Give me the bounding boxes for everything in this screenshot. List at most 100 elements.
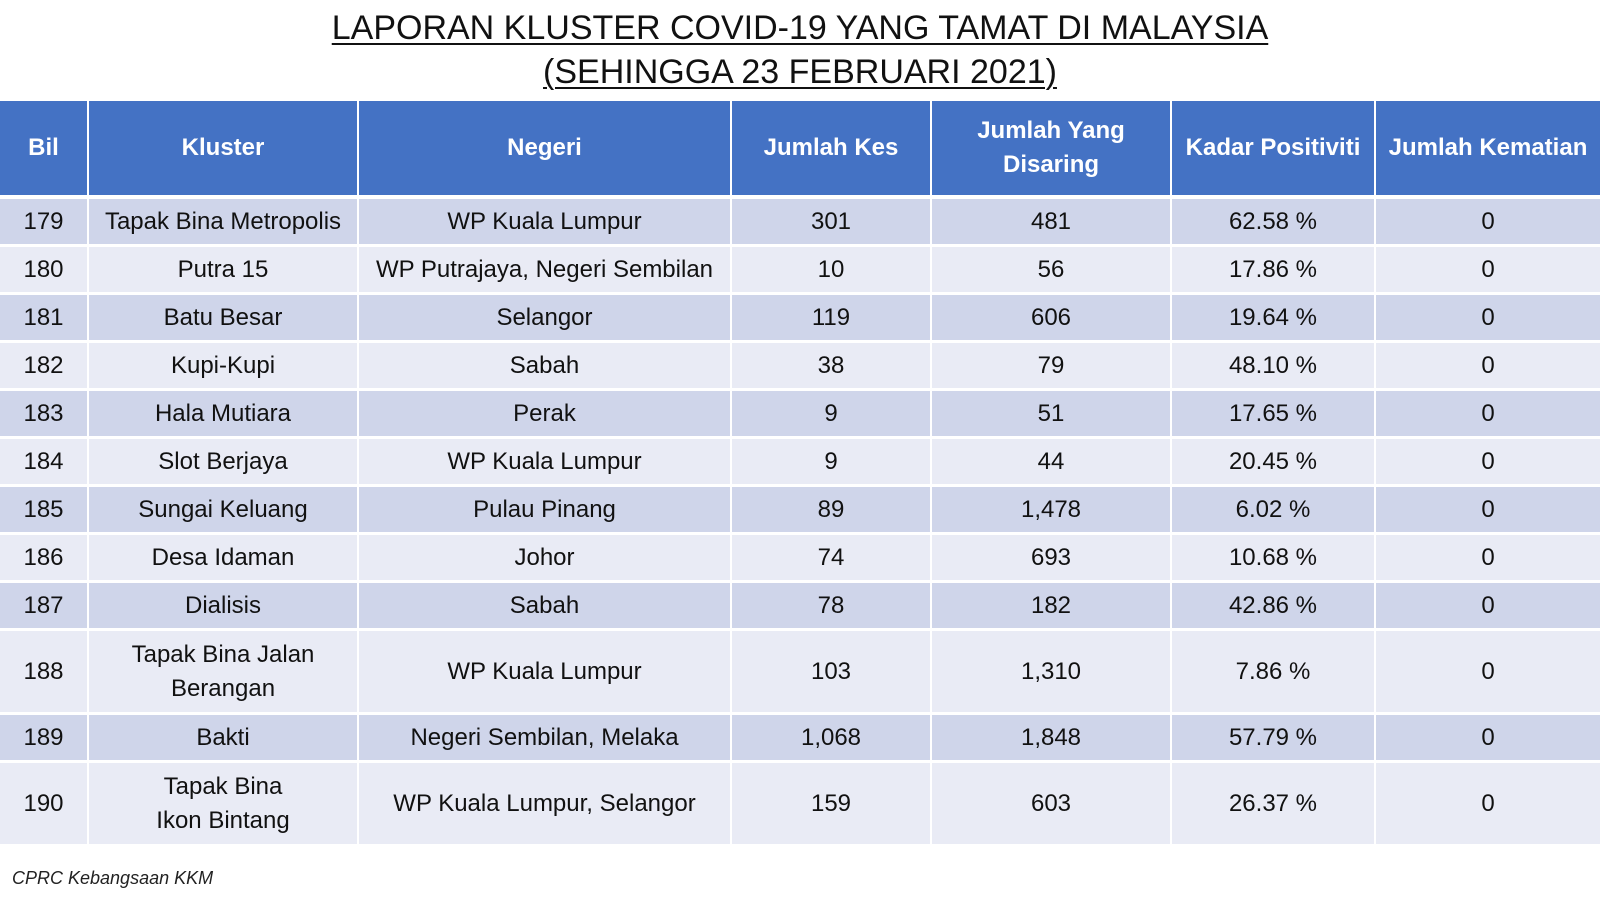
cell-jumlah-kematian: 0 (1375, 293, 1600, 343)
table-row: 182 Kupi-Kupi Sabah 38 79 48.10 % 0 (0, 341, 1600, 391)
table-row: 186 Desa Idaman Johor 74 693 10.68 % 0 (0, 533, 1600, 583)
cell-kluster: Slot Berjaya (88, 437, 359, 487)
cell-jumlah-disaring: 606 (931, 293, 1172, 343)
source-note: CPRC Kebangsaan KKM (12, 868, 214, 888)
cell-jumlah-kes: 10 (731, 245, 932, 295)
header-kluster: Kluster (88, 101, 359, 199)
header-jumlah-kematian: Jumlah Kematian (1375, 101, 1600, 199)
cell-kadar-positiviti: 62.58 % (1171, 197, 1376, 247)
cell-kluster: Tapak Bina Ikon Bintang (88, 761, 359, 847)
cell-jumlah-disaring: 182 (931, 581, 1172, 631)
cell-kluster: Tapak Bina Jalan Berangan (88, 629, 359, 715)
cell-jumlah-kematian: 0 (1375, 197, 1600, 247)
cell-negeri: Perak (358, 389, 732, 439)
cell-jumlah-kes: 301 (731, 197, 932, 247)
table-row: 187 Dialisis Sabah 78 182 42.86 % 0 (0, 581, 1600, 631)
table-body: 179 Tapak Bina Metropolis WP Kuala Lumpu… (0, 197, 1600, 847)
cell-kluster: Hala Mutiara (88, 389, 359, 439)
header-bil: Bil (0, 101, 89, 199)
cell-kadar-positiviti: 17.65 % (1171, 389, 1376, 439)
cell-negeri: WP Kuala Lumpur (358, 197, 732, 247)
table-header: Bil Kluster Negeri Jumlah Kes Jumlah Yan… (0, 101, 1600, 199)
cell-bil: 184 (0, 437, 89, 487)
cell-kluster: Bakti (88, 713, 359, 763)
cell-negeri: WP Kuala Lumpur (358, 437, 732, 487)
header-row: Bil Kluster Negeri Jumlah Kes Jumlah Yan… (0, 101, 1600, 199)
cell-bil: 180 (0, 245, 89, 295)
cell-jumlah-kematian: 0 (1375, 245, 1600, 295)
cell-kluster: Dialisis (88, 581, 359, 631)
cell-jumlah-kematian: 0 (1375, 437, 1600, 487)
report-title-line-1: LAPORAN KLUSTER COVID-19 YANG TAMAT DI M… (0, 6, 1600, 50)
cell-kadar-positiviti: 48.10 % (1171, 341, 1376, 391)
cell-jumlah-kematian: 0 (1375, 761, 1600, 847)
cell-kluster: Batu Besar (88, 293, 359, 343)
header-jumlah-disaring: Jumlah Yang Disaring (931, 101, 1172, 199)
cell-jumlah-disaring: 44 (931, 437, 1172, 487)
cell-jumlah-kes: 9 (731, 389, 932, 439)
cell-jumlah-disaring: 1,848 (931, 713, 1172, 763)
cell-jumlah-kematian: 0 (1375, 533, 1600, 583)
cell-kadar-positiviti: 26.37 % (1171, 761, 1376, 847)
cell-jumlah-kes: 74 (731, 533, 932, 583)
cell-bil: 182 (0, 341, 89, 391)
table-row: 181 Batu Besar Selangor 119 606 19.64 % … (0, 293, 1600, 343)
cell-negeri: Selangor (358, 293, 732, 343)
cluster-table: Bil Kluster Negeri Jumlah Kes Jumlah Yan… (0, 101, 1600, 847)
table-row: 189 Bakti Negeri Sembilan, Melaka 1,068 … (0, 713, 1600, 763)
cell-negeri: Negeri Sembilan, Melaka (358, 713, 732, 763)
cell-kadar-positiviti: 10.68 % (1171, 533, 1376, 583)
cell-jumlah-kematian: 0 (1375, 581, 1600, 631)
cell-jumlah-kes: 103 (731, 629, 932, 715)
cell-kadar-positiviti: 42.86 % (1171, 581, 1376, 631)
cell-jumlah-kes: 119 (731, 293, 932, 343)
cell-jumlah-disaring: 1,478 (931, 485, 1172, 535)
report-title-line-2: (SEHINGGA 23 FEBRUARI 2021) (0, 50, 1600, 94)
cell-jumlah-kes: 159 (731, 761, 932, 847)
cell-kluster: Sungai Keluang (88, 485, 359, 535)
cell-jumlah-disaring: 51 (931, 389, 1172, 439)
cell-bil: 179 (0, 197, 89, 247)
cell-jumlah-disaring: 1,310 (931, 629, 1172, 715)
cell-kluster: Tapak Bina Metropolis (88, 197, 359, 247)
table-row: 183 Hala Mutiara Perak 9 51 17.65 % 0 (0, 389, 1600, 439)
cell-bil: 189 (0, 713, 89, 763)
cell-jumlah-disaring: 603 (931, 761, 1172, 847)
cell-jumlah-kes: 78 (731, 581, 932, 631)
cell-kadar-positiviti: 20.45 % (1171, 437, 1376, 487)
cell-negeri: Sabah (358, 581, 732, 631)
cell-negeri: Sabah (358, 341, 732, 391)
header-jumlah-kes: Jumlah Kes (731, 101, 932, 199)
report-title: LAPORAN KLUSTER COVID-19 YANG TAMAT DI M… (0, 6, 1600, 94)
cell-bil: 188 (0, 629, 89, 715)
table-row: 179 Tapak Bina Metropolis WP Kuala Lumpu… (0, 197, 1600, 247)
cell-jumlah-disaring: 79 (931, 341, 1172, 391)
cell-jumlah-kes: 1,068 (731, 713, 932, 763)
cell-bil: 181 (0, 293, 89, 343)
cell-bil: 186 (0, 533, 89, 583)
cell-jumlah-kematian: 0 (1375, 341, 1600, 391)
cell-jumlah-kematian: 0 (1375, 389, 1600, 439)
cell-jumlah-kes: 9 (731, 437, 932, 487)
table-row: 185 Sungai Keluang Pulau Pinang 89 1,478… (0, 485, 1600, 535)
table-row: 190 Tapak Bina Ikon Bintang WP Kuala Lum… (0, 761, 1600, 847)
header-kadar-positiviti: Kadar Positiviti (1171, 101, 1376, 199)
cell-jumlah-kematian: 0 (1375, 713, 1600, 763)
cell-bil: 190 (0, 761, 89, 847)
cell-jumlah-kes: 89 (731, 485, 932, 535)
cell-negeri: Pulau Pinang (358, 485, 732, 535)
cell-kadar-positiviti: 57.79 % (1171, 713, 1376, 763)
report-title-text-2: (SEHINGGA 23 FEBRUARI 2021) (543, 53, 1057, 91)
cell-jumlah-kematian: 0 (1375, 629, 1600, 715)
cell-kluster: Desa Idaman (88, 533, 359, 583)
table-row: 188 Tapak Bina Jalan Berangan WP Kuala L… (0, 629, 1600, 715)
cell-kadar-positiviti: 7.86 % (1171, 629, 1376, 715)
cell-bil: 185 (0, 485, 89, 535)
report-title-text-1: LAPORAN KLUSTER COVID-19 YANG TAMAT DI M… (331, 9, 1269, 47)
cell-kadar-positiviti: 6.02 % (1171, 485, 1376, 535)
header-negeri: Negeri (358, 101, 732, 199)
cell-kadar-positiviti: 19.64 % (1171, 293, 1376, 343)
cell-bil: 187 (0, 581, 89, 631)
cell-kluster: Putra 15 (88, 245, 359, 295)
cell-jumlah-disaring: 481 (931, 197, 1172, 247)
